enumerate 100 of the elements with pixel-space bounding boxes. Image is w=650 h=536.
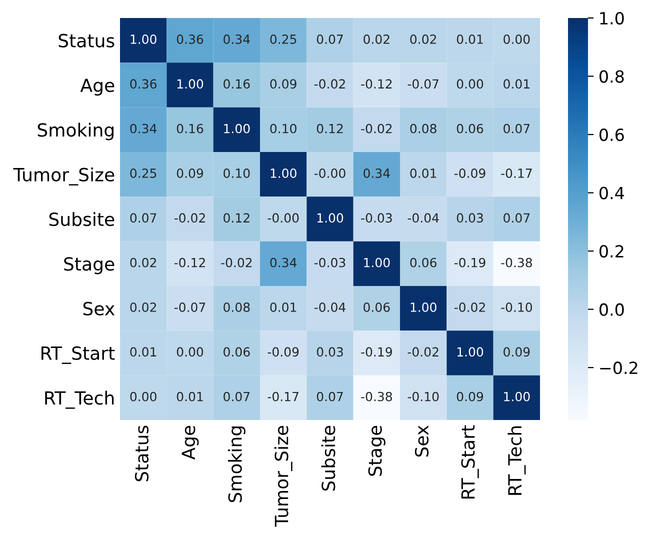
data-label: -0.17 <box>268 392 298 402</box>
data-label: 0.34 <box>224 34 250 44</box>
data-label: 0.09 <box>176 168 204 178</box>
data-label: -0.10 <box>501 302 532 312</box>
data-label: -0.19 <box>361 347 392 357</box>
y-tick-label: Age <box>80 78 114 96</box>
y-tick-label: Tumor_Size <box>13 167 114 186</box>
data-label: -0.03 <box>361 213 392 223</box>
data-label: 1.00 <box>457 347 484 357</box>
color-bar-label: 0.0 <box>600 303 624 316</box>
data-label: 0.34 <box>364 168 390 178</box>
data-label: -0.02 <box>361 124 392 134</box>
data-label: -0.17 <box>501 168 532 178</box>
data-label: -0.02 <box>221 258 252 268</box>
data-label: 0.01 <box>456 34 483 44</box>
data-label: 0.08 <box>410 124 436 134</box>
data-label: 0.09 <box>456 392 484 402</box>
color-bar-label: 0.2 <box>600 245 624 258</box>
x-tick-label: Tumor_Size <box>274 426 292 527</box>
data-label: -0.38 <box>501 258 532 268</box>
data-label: -0.02 <box>314 79 345 89</box>
data-label: 0.34 <box>270 258 297 268</box>
data-label: -0.19 <box>454 258 486 268</box>
data-label: -0.07 <box>408 79 438 89</box>
data-label: 0.06 <box>456 124 484 134</box>
data-label: 0.12 <box>316 124 343 134</box>
y-tick-label: Stage <box>64 257 114 274</box>
data-label: -0.12 <box>361 79 392 89</box>
y-tick-label: Smoking <box>38 122 114 140</box>
x-tick-label: Smoking <box>228 426 246 502</box>
data-label: 0.07 <box>130 213 156 223</box>
data-label: -0.02 <box>454 302 485 312</box>
data-label: 0.07 <box>504 124 530 134</box>
data-label: -0.07 <box>174 302 206 312</box>
data-label: 0.00 <box>130 392 156 402</box>
data-label: 0.09 <box>270 79 296 89</box>
data-label: 0.01 <box>270 302 296 312</box>
data-label: 0.25 <box>130 168 156 178</box>
data-label: 0.07 <box>504 213 530 223</box>
data-label: 0.03 <box>456 213 483 223</box>
data-label: 1.00 <box>270 168 296 178</box>
color-bar-label: 1.0 <box>600 12 624 25</box>
color-bar-label: 0.4 <box>600 186 624 200</box>
data-label: 1.00 <box>317 213 344 223</box>
data-label: -0.03 <box>314 258 346 268</box>
data-label: -0.00 <box>314 168 346 178</box>
data-label: 0.25 <box>270 34 296 44</box>
data-label: -0.12 <box>174 258 205 268</box>
data-label: -0.02 <box>174 213 205 223</box>
data-label: 0.07 <box>316 392 343 402</box>
data-label: 0.09 <box>504 347 530 357</box>
data-label: 1.00 <box>177 79 204 89</box>
data-label: 0.01 <box>176 392 203 402</box>
data-label: 0.06 <box>410 258 436 268</box>
y-tick-label: Subsite <box>49 212 114 226</box>
x-tick-label: Status <box>134 426 149 482</box>
data-label: -0.38 <box>361 392 392 402</box>
data-label: 0.02 <box>364 34 390 44</box>
data-label: 1.00 <box>224 124 250 134</box>
data-label: 0.10 <box>270 124 296 134</box>
data-label: 0.16 <box>224 79 250 89</box>
data-label: 1.00 <box>410 302 436 312</box>
data-label: 0.07 <box>316 34 343 44</box>
data-label: 0.02 <box>130 302 156 312</box>
data-label: 0.01 <box>504 79 530 89</box>
data-label: 0.00 <box>504 34 530 44</box>
color-bar-label: 0.8 <box>600 70 624 83</box>
data-label: 0.12 <box>224 213 250 223</box>
data-label: 0.00 <box>176 347 204 357</box>
data-label: -0.10 <box>408 392 439 402</box>
x-tick-label: RT_Tech <box>508 426 526 495</box>
data-label: 1.00 <box>504 392 530 402</box>
y-tick-label: RT_Start <box>42 346 115 364</box>
y-tick-label: Status <box>58 34 114 48</box>
x-tick-label: Subsite <box>321 426 336 491</box>
data-label: 0.08 <box>224 302 250 312</box>
data-label: 1.00 <box>364 258 390 268</box>
data-label: 0.36 <box>130 79 156 89</box>
x-tick-label: RT_Start <box>461 425 479 498</box>
data-label: 0.02 <box>130 258 156 268</box>
data-label: -0.02 <box>408 347 438 357</box>
x-tick-label: Age <box>182 426 199 460</box>
y-tick-label: RT_Tech <box>45 390 114 409</box>
data-label: -0.09 <box>268 347 299 357</box>
data-label: -0.00 <box>268 213 299 223</box>
data-label: 0.02 <box>410 34 436 44</box>
data-label: 0.03 <box>316 347 343 357</box>
color-bar-label: 0.6 <box>600 128 624 142</box>
data-label: 0.36 <box>176 34 204 44</box>
data-label: 0.07 <box>224 392 250 402</box>
data-label: 1.00 <box>130 34 156 44</box>
data-label: 0.00 <box>456 79 484 89</box>
data-label: 0.01 <box>130 347 156 357</box>
data-label: -0.04 <box>408 213 439 223</box>
data-label: -0.09 <box>454 168 486 178</box>
data-label: 0.16 <box>176 124 204 134</box>
color-bar-label: −0.2 <box>600 362 638 374</box>
data-label: 0.06 <box>364 302 390 312</box>
data-label: -0.04 <box>314 302 346 312</box>
x-tick-label: Stage <box>368 426 386 476</box>
